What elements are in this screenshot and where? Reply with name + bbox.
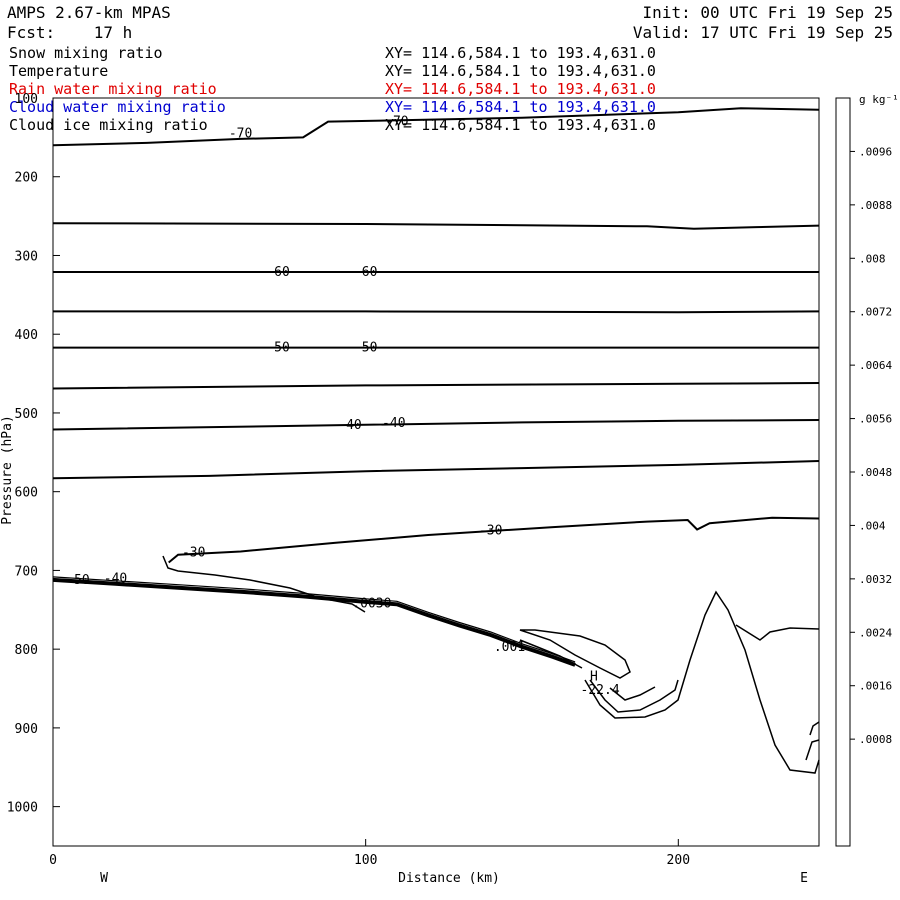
y-tick-label: 600	[15, 486, 38, 501]
contour-label: -70	[385, 115, 408, 130]
y-tick-label: 200	[15, 171, 38, 186]
colorbar-frame	[835, 97, 851, 847]
contour-label: .0030	[352, 597, 391, 612]
snow-contour-upper	[162, 555, 366, 613]
y-tick-label: 100	[15, 92, 38, 107]
colorbar-label: .0088	[859, 199, 892, 212]
cloud-ice-contour-shelf	[519, 639, 583, 669]
legend-label-cloud-water: Cloud water mixing ratio	[9, 98, 226, 116]
colorbar-label: .0024	[859, 626, 892, 639]
legend-xy-rain: XY= 114.6,584.1 to 193.4,631.0	[385, 80, 656, 98]
isotherm-line	[52, 460, 820, 480]
legend-xy-cloud-ice: XY= 114.6,584.1 to 193.4,631.0	[385, 116, 656, 134]
contour-label: -40	[104, 571, 127, 586]
y-tick-label: 700	[15, 564, 38, 579]
x-tick-label: 200	[667, 853, 690, 868]
contour-labels: -70 -70 -60 -60 -50 -50 -40 -40 -30 -30 -50 -40 .003…	[66, 115, 620, 698]
west-label: W	[100, 871, 108, 886]
y-axis-title: Pressure (hPa)	[0, 415, 15, 525]
y-tick-label: 400	[15, 328, 38, 343]
legend-label-temperature: Temperature	[9, 62, 109, 80]
valid-time: Valid: 17 UTC Fri 19 Sep 25	[632, 23, 893, 42]
colorbar: .0096 .0088 .008 .0072 .0064 .0056 .0048 .004 .0…	[835, 97, 892, 847]
temperature-isotherms	[52, 107, 820, 564]
legend-label-snow: Snow mixing ratio	[9, 44, 163, 62]
isotherm-line	[52, 419, 820, 431]
x-tick-label: 100	[354, 853, 377, 868]
shelf-contour-inner	[609, 686, 656, 701]
colorbar-label: .0048	[859, 466, 892, 479]
colorbar-units: g kg⁻¹	[859, 93, 899, 106]
colorbar-label: .0008	[859, 733, 892, 746]
contour-label: -60	[354, 265, 377, 280]
colorbar-label: .008	[859, 252, 886, 265]
y-tick-label: 300	[15, 250, 38, 265]
legend-label-cloud-ice: Cloud ice mixing ratio	[9, 116, 208, 134]
contour-label: -50	[66, 573, 89, 588]
colorbar-label: .004	[859, 519, 886, 532]
colorbar-label: .0096	[859, 145, 892, 158]
contour-label: -60	[266, 265, 289, 280]
contour-label: .001	[494, 640, 525, 655]
east-label: E	[800, 871, 808, 886]
contour-label: -40	[382, 416, 405, 431]
legend-label-rain: Rain water mixing ratio	[9, 80, 217, 98]
y-axis: 100 200 300 400 500 600 700 800 900 1000	[7, 92, 60, 816]
contour-label: -40	[338, 418, 361, 433]
snow-contour	[52, 576, 576, 663]
east-contour-lower	[805, 721, 820, 761]
isotherm-line	[168, 516, 820, 564]
y-tick-label: 800	[15, 643, 38, 658]
isotherm-line	[52, 107, 820, 147]
init-time: Init: 00 UTC Fri 19 Sep 25	[642, 3, 893, 22]
contour-label: -30	[182, 545, 205, 560]
cloud-ice-contour-low	[519, 629, 631, 679]
isotherm-line	[52, 382, 820, 390]
isotherm-line	[53, 310, 820, 314]
contour-label: -30	[479, 523, 502, 538]
colorbar-label: .0064	[859, 359, 892, 372]
terrain-and-hydrometeor-contours	[52, 555, 820, 774]
isotherm-line	[52, 222, 820, 230]
y-tick-label: 500	[15, 407, 38, 422]
east-contour-upper	[735, 624, 820, 641]
valley-contour-outer	[584, 590, 820, 774]
legend-xy-snow: XY= 114.6,584.1 to 193.4,631.0	[385, 44, 656, 62]
forecast-hour: Fcst: 17 h	[7, 23, 133, 42]
colorbar-label: .0056	[859, 413, 892, 426]
contour-label: -70	[229, 126, 252, 141]
contour-label: -50	[354, 341, 377, 356]
x-axis: 0 100 200	[49, 839, 690, 868]
chart-title: AMPS 2.67-km MPAS	[7, 3, 171, 22]
terrain-contour-bundle	[52, 577, 576, 667]
contour-label: -22.4	[581, 683, 620, 698]
legend-xy-cloud-water: XY= 114.6,584.1 to 193.4,631.0	[385, 98, 656, 116]
contour-label: H	[590, 670, 598, 685]
colorbar-label: .0016	[859, 680, 892, 693]
plot-frame	[52, 97, 820, 847]
contour-label: -50	[266, 341, 289, 356]
colorbar-label: .0072	[859, 306, 892, 319]
x-axis-title: Distance (km)	[398, 871, 500, 886]
y-tick-label: 1000	[7, 801, 38, 816]
legend-xy-temperature: XY= 114.6,584.1 to 193.4,631.0	[385, 62, 656, 80]
y-tick-label: 900	[15, 722, 38, 737]
x-tick-label: 0	[49, 853, 57, 868]
valley-contour-inner	[589, 679, 679, 713]
colorbar-label: .0032	[859, 573, 892, 586]
